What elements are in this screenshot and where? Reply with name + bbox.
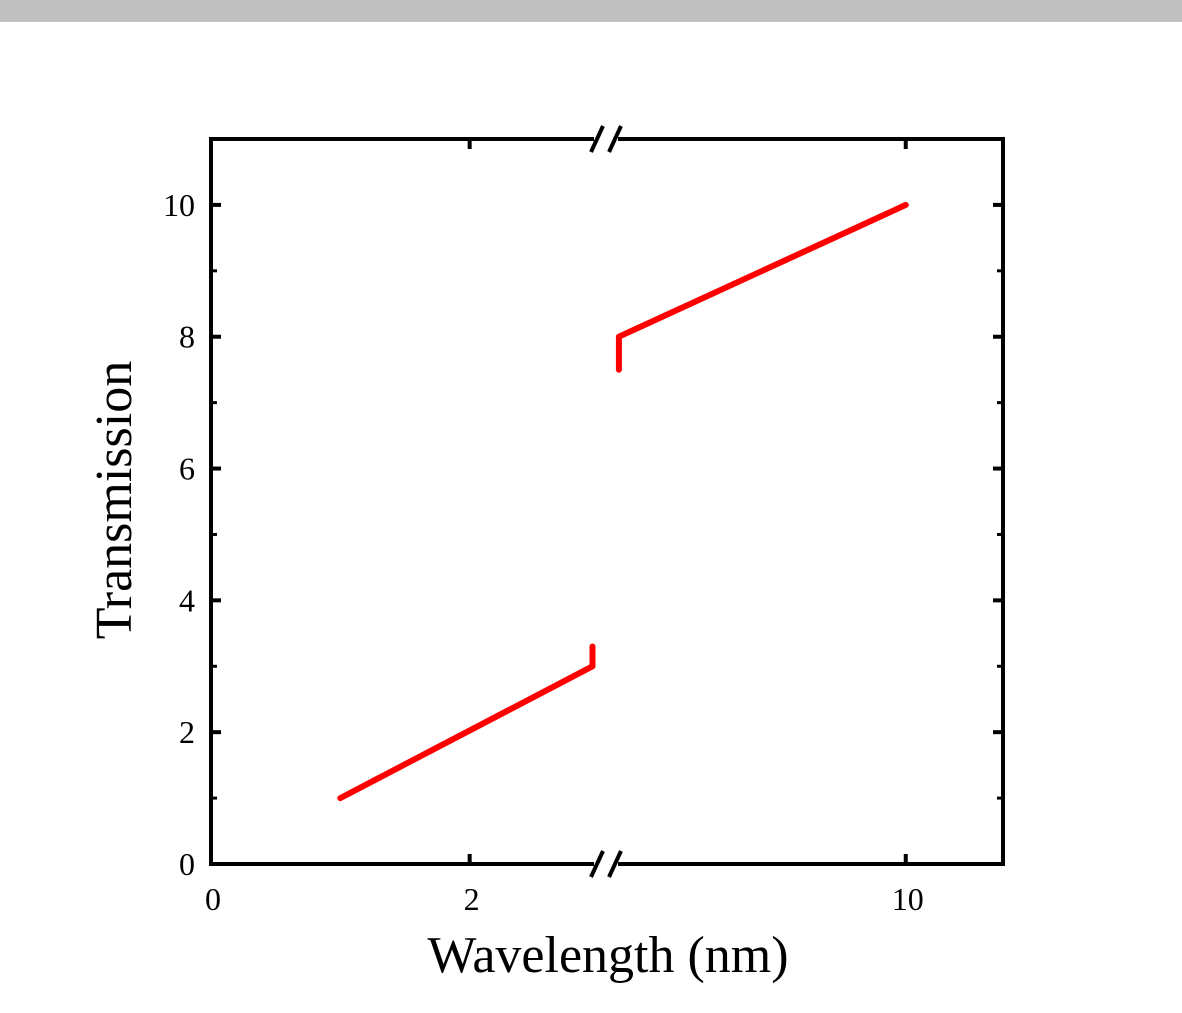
axis-break-slash-top (607, 125, 623, 153)
series-line-segment-1 (337, 643, 596, 802)
axis-break-gap-top (594, 135, 618, 143)
axis-break-gap-bottom (594, 860, 618, 868)
axis-break-slash-bottom (607, 850, 623, 878)
window-top-bar (0, 0, 1182, 22)
y-tick-label: 0 (179, 846, 195, 882)
x-tick-label: 2 (464, 881, 480, 917)
data-series (337, 201, 909, 802)
axis-ticks (209, 137, 1003, 866)
x-tick-label: 0 (205, 881, 221, 917)
series-line-segment-2 (615, 201, 909, 373)
y-tick-label: 10 (163, 187, 195, 223)
tick-labels: 0 2 4 6 8 10 0 2 10 (163, 187, 924, 917)
y-tick-label: 2 (179, 714, 195, 750)
axis-break-slash-bottom (589, 850, 605, 878)
y-tick-label: 4 (179, 582, 195, 618)
y-tick-label: 6 (179, 451, 195, 487)
y-axis-title: Transmission (86, 361, 143, 639)
x-tick-label: 10 (892, 881, 924, 917)
y-tick-label: 8 (179, 319, 195, 355)
axis-break-slash-top (589, 125, 605, 153)
plot-border (209, 137, 1005, 866)
x-axis-title: Wavelength (nm) (427, 927, 788, 984)
plot-frame (209, 137, 1005, 866)
axis-break-marks (589, 125, 623, 878)
